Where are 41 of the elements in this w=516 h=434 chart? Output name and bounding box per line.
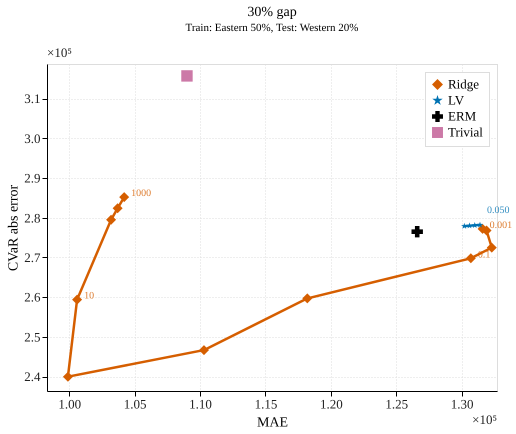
chart-subtitle: Train: Eastern 50%, Test: Western 20% [186,22,358,34]
y-tick-label: 2.4 [24,369,41,384]
annotation: 1000 [131,188,152,200]
point [466,253,476,264]
y-axis-title: CVaR abs error [6,184,22,272]
x-tick-label: 1.25 [385,396,408,412]
y-tick-label: 2.8 [24,210,40,226]
legend-label: ERM [448,108,477,124]
legend-label: Ridge [448,76,480,92]
y-tick-label: 2.6 [24,290,41,305]
y-tick-label: 2.9 [24,170,40,186]
point [119,192,130,202]
x-tick-label: 1.05 [124,396,147,412]
x-tick-label: 1.15 [254,396,278,412]
point [198,345,209,356]
x-tick-label: 1.00 [58,396,82,412]
text: ×10⁵ [47,45,72,60]
point [412,226,423,238]
x-axis-title: MAE [256,416,288,430]
point [476,222,484,228]
text: ×10⁵ [472,412,497,427]
x-tick-label: 1.30 [450,396,474,412]
y-tick-label: 3.0 [24,130,40,146]
x-tick-label: 1.20 [320,396,343,412]
point [302,293,312,304]
annotation: 0.001 [490,220,512,231]
y-tick-label: 2.5 [24,329,40,344]
point [472,222,478,228]
point [62,372,73,382]
y-tick-label: 3.1 [24,91,40,106]
point [112,203,123,214]
legend-label: LV [448,92,465,108]
annotation: 10 [84,290,94,302]
annotation: 0.050 [486,204,510,216]
point [106,214,116,225]
y-tick-label: 2.7 [24,250,41,265]
legend-label: Trivial [448,124,484,140]
point [72,294,82,305]
x-tick-label: 1.10 [189,396,212,412]
chart-title: 30% gap [247,5,297,20]
point [181,70,193,82]
